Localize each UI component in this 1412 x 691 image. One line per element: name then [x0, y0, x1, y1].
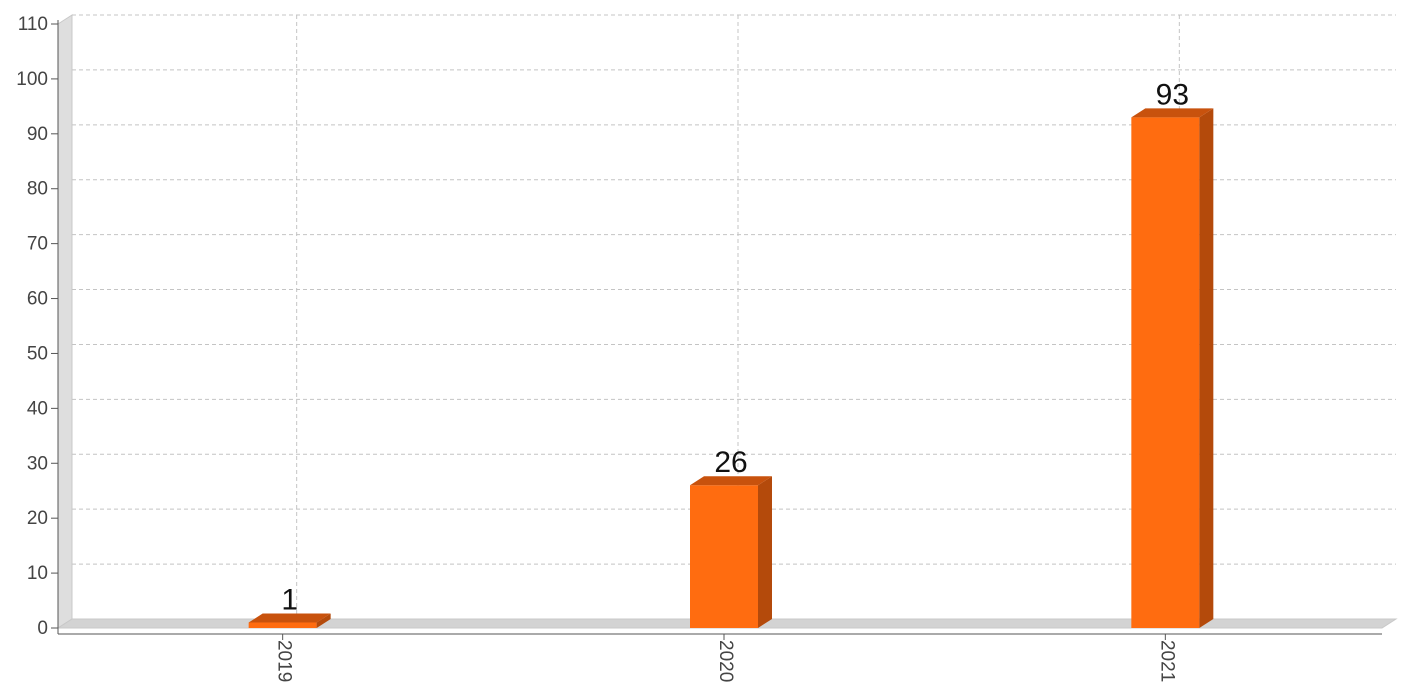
y-tick-label: 100 — [16, 69, 48, 90]
bar-side — [316, 613, 331, 628]
data-label: 93 — [1156, 78, 1189, 111]
bar-side — [1199, 108, 1214, 628]
bar-2020 — [690, 476, 772, 628]
y-tick-label: 70 — [27, 234, 48, 255]
bar-top — [1131, 108, 1214, 118]
x-tick-label: 2019 — [274, 640, 295, 682]
x-tick-label: 2021 — [1156, 640, 1177, 682]
y-tick-label: 80 — [27, 179, 48, 200]
y-tick-label: 60 — [27, 289, 48, 310]
left-wall — [57, 14, 73, 629]
data-labels: 1 26 93 — [281, 78, 1189, 616]
y-axis-ticks: 0 10 20 30 40 50 60 70 80 90 100 110 — [16, 14, 58, 639]
bar-front — [690, 485, 758, 628]
data-label: 26 — [714, 446, 747, 479]
y-tick-label: 20 — [27, 508, 48, 529]
x-axis-ticks: 2019 2020 2021 — [274, 634, 1177, 682]
data-label: 1 — [281, 584, 298, 617]
y-tick-label: 90 — [27, 124, 48, 145]
chart-wall — [57, 14, 73, 629]
bar-front — [248, 622, 317, 628]
y-tick-label: 30 — [27, 453, 48, 474]
y-tick-label: 10 — [27, 563, 48, 584]
x-tick-label: 2020 — [715, 640, 736, 682]
bar-top — [690, 476, 772, 486]
bar-top — [248, 613, 331, 623]
bar-front — [1131, 117, 1200, 628]
y-tick-label: 40 — [27, 398, 48, 419]
axes — [57, 20, 1382, 635]
bar-2021 — [1131, 108, 1214, 628]
y-tick-label: 0 — [37, 618, 48, 639]
bar-side — [758, 476, 772, 628]
y-tick-label: 50 — [27, 343, 48, 364]
y-tick-label: 110 — [18, 14, 48, 35]
bar-2019 — [248, 613, 331, 628]
bars — [248, 108, 1214, 628]
